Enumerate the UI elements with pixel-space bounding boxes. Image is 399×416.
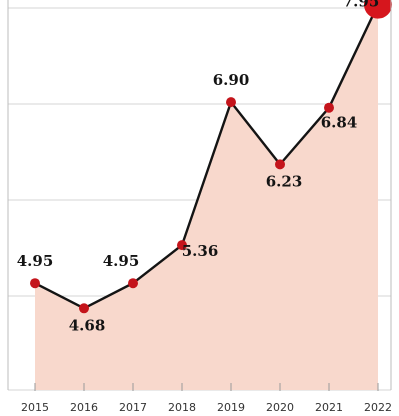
x-tick-label-2018: 2018 — [168, 401, 196, 414]
data-label-2016: 4.68 — [69, 316, 106, 334]
x-tick-label-2020: 2020 — [266, 401, 294, 414]
x-tick-label-2016: 2016 — [70, 401, 98, 414]
data-point-2021 — [324, 102, 334, 113]
data-label-2019: 6.90 — [213, 71, 250, 89]
data-point-2017 — [128, 278, 138, 289]
x-tick-label-2021: 2021 — [315, 401, 343, 414]
data-point-2016 — [79, 303, 89, 314]
data-point-2018 — [177, 240, 187, 251]
data-point-2015 — [30, 278, 40, 289]
data-point-2019 — [226, 97, 236, 108]
x-tick-label-2017: 2017 — [119, 401, 147, 414]
data-label-2021: 6.84 — [321, 114, 358, 132]
data-point-2022 — [364, 0, 392, 19]
data-label-2017: 4.95 — [103, 252, 140, 270]
area-fill — [35, 4, 378, 390]
data-label-2020: 6.23 — [266, 172, 303, 190]
series-line — [34, 4, 380, 310]
data-labels: 4.95 4.68 4.95 5.36 6.90 6.23 6.84 7.95 — [17, 0, 380, 334]
data-label-2018: 5.36 — [182, 242, 219, 260]
data-point-2020 — [275, 159, 285, 170]
data-label-2022: 7.95 — [343, 0, 380, 11]
x-axis-ticks: 2015 2016 2017 2018 2019 2020 2021 2022 — [21, 383, 392, 414]
data-label-2015: 4.95 — [17, 252, 54, 270]
x-tick-label-2022: 2022 — [364, 401, 392, 414]
x-tick-label-2019: 2019 — [217, 401, 245, 414]
x-tick-label-2015: 2015 — [21, 401, 49, 414]
data-points — [30, 0, 392, 314]
